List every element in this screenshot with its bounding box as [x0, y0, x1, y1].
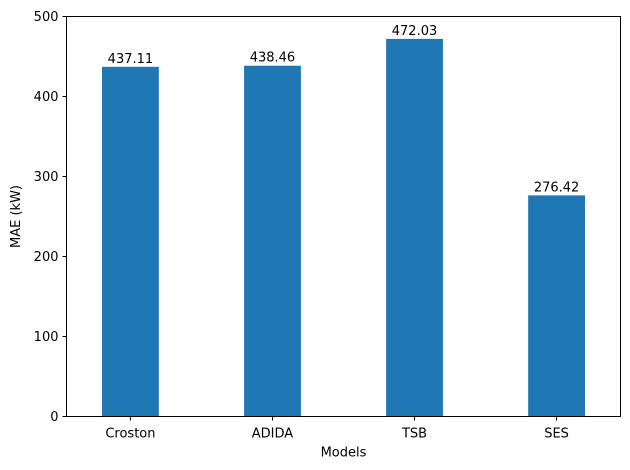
x-axis-label: Models [321, 446, 367, 461]
bar-croston [102, 66, 159, 417]
bar-adida [244, 65, 301, 417]
x-tick-label: Croston [105, 427, 155, 442]
x-axis-ticks: Croston ADIDA TSB SES [105, 416, 569, 442]
y-tick-label: 500 [34, 10, 59, 25]
value-label-ses: 276.42 [534, 180, 580, 195]
y-tick-label: 100 [34, 330, 59, 345]
y-tick-label: 400 [34, 90, 59, 105]
y-axis-label: MAE (kW) [9, 185, 24, 248]
x-tick-label: SES [544, 427, 569, 442]
y-tick-label: 300 [34, 170, 59, 185]
y-tick-label: 0 [50, 410, 58, 425]
value-label-tsb: 472.03 [392, 24, 438, 39]
x-tick-label: TSB [401, 427, 427, 442]
value-label-adida: 438.46 [250, 51, 296, 66]
y-axis-ticks: 0 100 200 300 400 500 [34, 10, 67, 425]
x-tick-label: ADIDA [252, 427, 294, 442]
y-tick-label: 200 [34, 250, 59, 265]
bar-ses [528, 195, 585, 417]
bar-tsb [386, 38, 443, 417]
value-labels-group: 437.11 438.46 472.03 276.42 [108, 24, 580, 195]
plot-frame [66, 16, 621, 417]
bars-group [102, 38, 585, 417]
value-label-croston: 437.11 [108, 52, 154, 67]
